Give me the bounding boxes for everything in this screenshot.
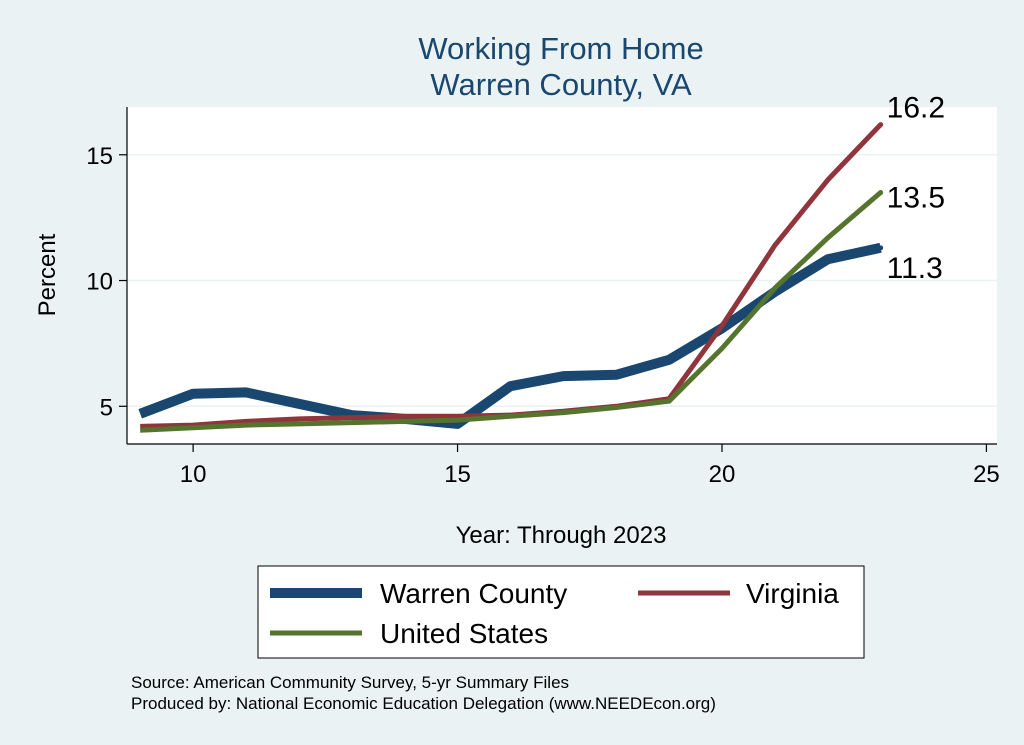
series-lines xyxy=(138,122,884,433)
x-tick-label: 15 xyxy=(444,461,471,488)
end-point-united-states xyxy=(878,190,884,196)
end-label-united-states: 13.5 xyxy=(887,182,945,215)
plot-area xyxy=(127,107,997,444)
y-tick-label: 5 xyxy=(100,394,113,421)
producer-note: Produced by: National Economic Education… xyxy=(131,694,716,713)
legend-label-virginia: Virginia xyxy=(746,578,839,609)
legend-label-warren-county: Warren County xyxy=(380,578,567,609)
y-axis-title: Percent xyxy=(34,233,61,316)
chart-subtitle: Warren County, VA xyxy=(430,67,692,102)
axes: 5 10 15 10 15 20 25 xyxy=(86,107,1000,488)
legend-box xyxy=(257,565,865,659)
series-line-united-states xyxy=(140,190,883,433)
end-labels: 11.3 16.2 13.5 xyxy=(887,92,945,285)
end-point-warren-county xyxy=(878,245,884,251)
x-tick-label: 10 xyxy=(180,461,207,488)
legend: Warren County Virginia United States xyxy=(257,565,865,659)
y-tick-label: 10 xyxy=(86,269,113,296)
end-label-virginia: 16.2 xyxy=(887,92,945,125)
x-tick-label: 20 xyxy=(709,461,736,488)
x-axis-title: Year: Through 2023 xyxy=(456,522,667,549)
y-tick-label: 15 xyxy=(86,143,113,170)
source-note: Source: American Community Survey, 5-yr … xyxy=(131,673,569,692)
x-tick-label: 25 xyxy=(973,461,1000,488)
end-label-warren-county: 11.3 xyxy=(887,252,943,285)
series-line-warren-county xyxy=(138,242,882,429)
legend-label-united-states: United States xyxy=(380,618,548,649)
end-point-virginia xyxy=(878,122,884,128)
chart-title: Working From Home xyxy=(418,31,703,66)
